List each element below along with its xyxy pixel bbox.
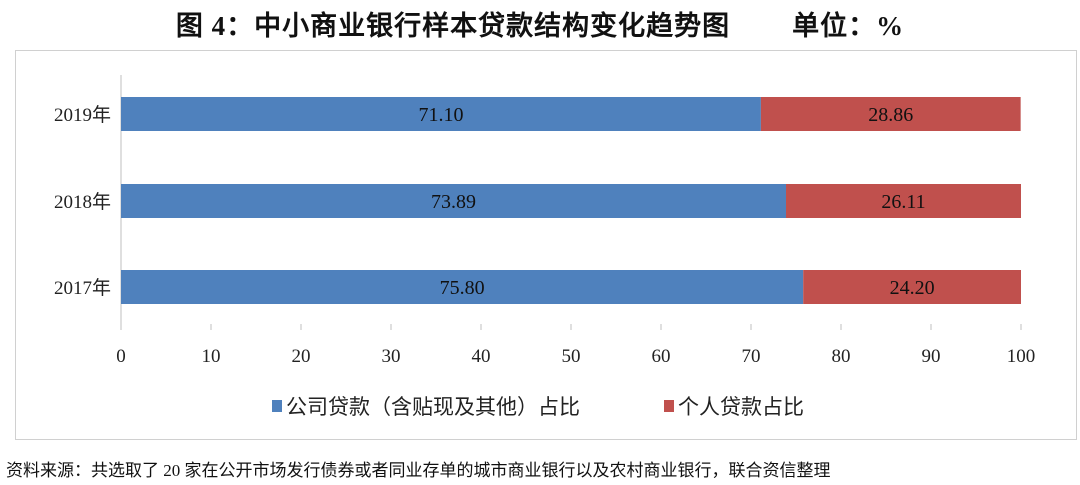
legend-swatch (664, 400, 674, 412)
category-label: 2019年 (54, 104, 111, 126)
x-tick-label: 30 (382, 346, 401, 367)
data-label: 75.80 (440, 277, 485, 299)
x-tick-label: 0 (116, 346, 126, 367)
data-label: 71.10 (418, 104, 463, 126)
x-tick-label: 90 (922, 346, 941, 367)
source-note: 资料来源：共选取了 20 家在公开市场发行债券或者同业存单的城市商业银行以及农村… (6, 461, 831, 480)
x-tick-label: 80 (832, 346, 851, 367)
legend-label: 个人贷款占比 (678, 395, 804, 419)
bar-segment (803, 270, 1021, 304)
x-tick-label: 70 (742, 346, 761, 367)
x-tick-label: 40 (472, 346, 491, 367)
data-label: 73.89 (431, 191, 476, 213)
data-label: 28.86 (868, 104, 913, 126)
x-tick-label: 20 (292, 346, 311, 367)
chart-title: 图 4：中小商业银行样本贷款结构变化趋势图 单位：% (175, 11, 905, 41)
legend-swatch (272, 400, 282, 412)
data-label: 24.20 (890, 277, 935, 299)
x-tick-label: 100 (1007, 346, 1036, 367)
data-label: 26.11 (881, 191, 925, 213)
bar-segment (786, 184, 1021, 218)
category-label: 2018年 (54, 191, 111, 213)
legend-label: 公司贷款（含贴现及其他）占比 (286, 395, 580, 419)
chart-frame (15, 50, 1077, 440)
bar-segment (121, 97, 761, 131)
x-tick-label: 10 (202, 346, 221, 367)
bar-segment (121, 270, 804, 304)
bar-segment (121, 184, 787, 218)
category-label: 2017年 (54, 277, 111, 299)
bar-segment (760, 97, 1021, 131)
x-tick-label: 50 (562, 346, 581, 367)
x-tick-label: 60 (652, 346, 671, 367)
